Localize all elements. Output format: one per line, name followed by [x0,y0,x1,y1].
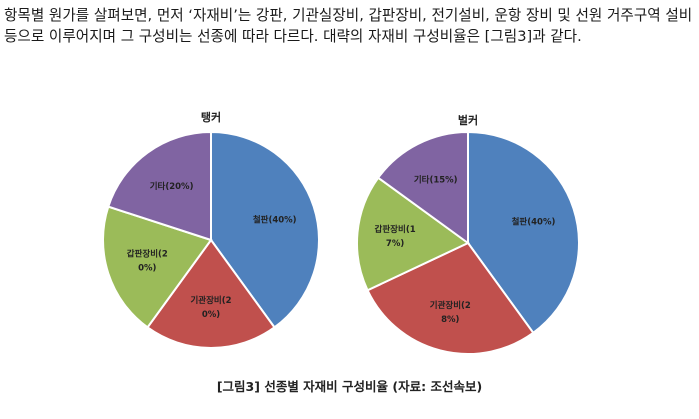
pie-slice-기관장비 [146,238,276,349]
chart-title: 탱커 [201,110,221,124]
chart-title: 벌커 [458,113,478,127]
pie-slice-철판 [467,130,580,335]
pie-slice-갑판장비 [102,205,213,329]
slice-label: 0%) [202,310,220,320]
pie-slice-갑판장비 [356,176,470,292]
slice-label: 기타(20%) [150,181,194,192]
slice-label: 7%) [386,239,404,249]
slice-label: 갑판장비(1 [375,224,416,235]
pie-slice-철판 [210,130,320,329]
slice-label: 0%) [138,264,156,274]
slice-label: 갑판장비(2 [127,249,168,260]
slice-label: 철판(40%) [253,214,297,225]
slice-label: 기관장비(2 [430,300,471,311]
slice-label: 8%) [441,315,459,325]
pie-slice-기관장비 [366,241,535,355]
pie-slice-기타 [376,130,469,245]
slice-label: 기관장비(2 [190,295,231,306]
slice-label: 기타(15%) [414,175,458,186]
figure-caption: [그림3] 선종별 자재비 구성비율 (자료: 조선속보) [216,379,483,394]
slice-label: 철판(40%) [512,217,556,228]
body-paragraph: 항목별 원가를 살펴보면, 먼저 ‘자재비’는 강판, 기관실장비, 갑판장비,… [4,7,693,45]
pie-slice-기타 [107,130,212,242]
